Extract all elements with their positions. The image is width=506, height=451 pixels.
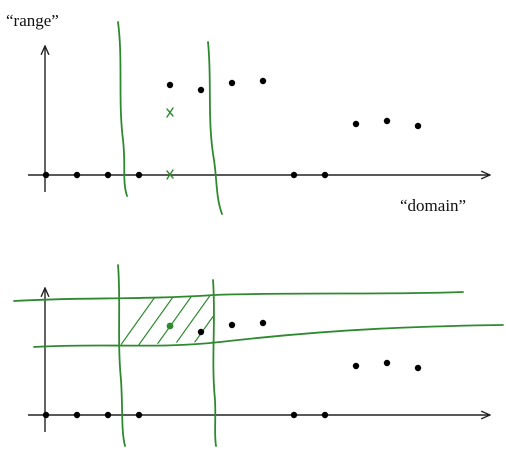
- data-point: [383, 359, 391, 367]
- bottom-vertical-curve-left: [117, 264, 126, 447]
- domain-point: [104, 171, 112, 179]
- domain-point: [290, 171, 298, 179]
- data-point: [259, 77, 267, 85]
- domain-point: [73, 171, 81, 179]
- top-vertical-curve-left: [117, 21, 128, 197]
- domain-point: [42, 411, 50, 419]
- data-point: [197, 328, 205, 336]
- domain-point: [290, 411, 298, 419]
- top-panel: “range” “domain”: [6, 11, 490, 215]
- highlighted-data-point: [166, 322, 174, 330]
- data-point: [228, 79, 236, 87]
- bottom-vertical-curve-right: [212, 279, 217, 447]
- domain-point: [321, 171, 329, 179]
- range-label: “range”: [6, 11, 59, 30]
- data-point: [352, 362, 360, 370]
- data-point: [352, 120, 360, 128]
- domain-point: [73, 411, 81, 419]
- band-lower-curve: [33, 324, 504, 348]
- band-upper-curve: [13, 291, 464, 302]
- domain-point: [104, 411, 112, 419]
- bottom-panel: [13, 264, 504, 447]
- domain-point: [135, 171, 143, 179]
- data-point: [383, 117, 391, 125]
- data-point: [197, 86, 205, 94]
- green-x-marker: [166, 169, 174, 180]
- green-x-marker: [166, 107, 174, 118]
- domain-label: “domain”: [400, 196, 466, 215]
- domain-point: [135, 411, 143, 419]
- data-point: [228, 321, 236, 329]
- domain-point: [321, 411, 329, 419]
- top-vertical-curve-right: [207, 41, 223, 215]
- data-point: [166, 81, 174, 89]
- data-point: [414, 364, 422, 372]
- data-point: [414, 122, 422, 130]
- data-point: [259, 319, 267, 327]
- domain-point: [42, 171, 50, 179]
